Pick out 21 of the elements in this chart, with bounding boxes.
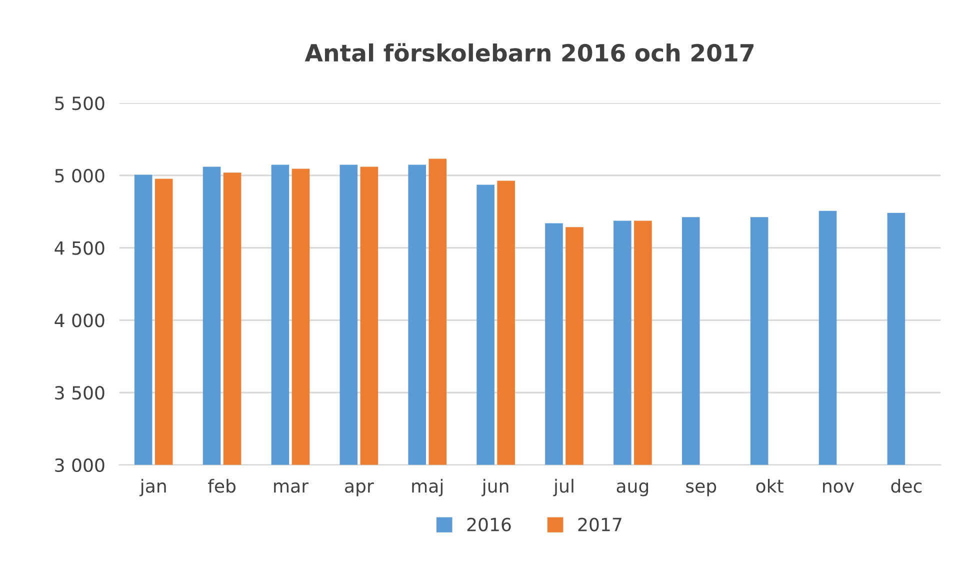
x-tick-label: sep bbox=[686, 482, 716, 496]
y-tick-label: 4 500 bbox=[54, 241, 104, 255]
x-tick-label: maj bbox=[412, 478, 443, 496]
x-tick-label: jul bbox=[553, 478, 574, 496]
x-tick-label: nov bbox=[823, 482, 854, 493]
y-tick-label: 5 500 bbox=[55, 96, 104, 110]
y-tick-label: 3 000 bbox=[55, 458, 104, 472]
chart-title: Antal förskolebarn 2016 och 2017 bbox=[304, 43, 754, 62]
x-tick-label: feb bbox=[208, 478, 236, 493]
x-tick-label: dec bbox=[891, 478, 922, 493]
legend-label: 2017 bbox=[578, 518, 622, 532]
y-tick-label: 3 500 bbox=[55, 386, 104, 400]
x-tick-label: mar bbox=[274, 482, 309, 493]
x-tick-label: jun bbox=[482, 478, 508, 496]
y-tick-label: 4 000 bbox=[54, 314, 104, 328]
x-tick-label: jan bbox=[140, 478, 166, 496]
legend-label: 2016 bbox=[467, 518, 511, 532]
x-tick-label: okt bbox=[756, 478, 784, 493]
y-tick-label: 5 000 bbox=[55, 168, 104, 183]
x-tick-label: apr bbox=[345, 482, 374, 496]
x-tick-label: aug bbox=[616, 482, 648, 496]
